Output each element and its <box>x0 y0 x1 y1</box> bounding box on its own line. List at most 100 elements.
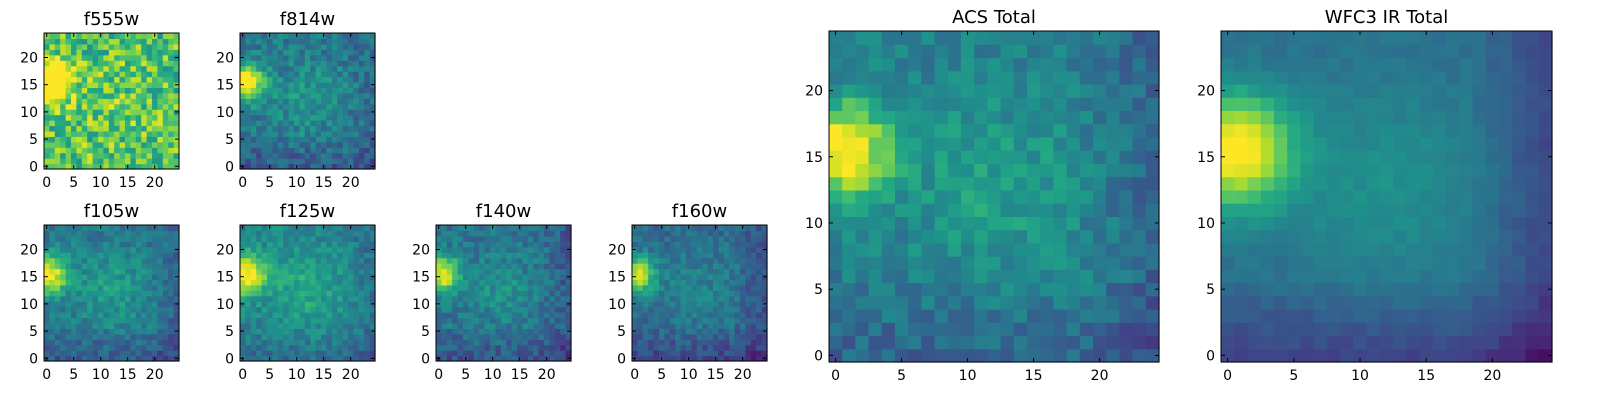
heatmap-cell <box>1013 309 1028 323</box>
heatmap-cell <box>702 306 709 313</box>
heatmap-cell <box>642 328 649 335</box>
heatmap-cell <box>342 241 349 248</box>
heatmap-cell <box>1273 295 1288 310</box>
heatmap-cell <box>473 235 480 242</box>
heatmap-cell <box>653 295 660 302</box>
heatmap-cell <box>267 306 273 313</box>
heatmap-cell <box>283 54 290 61</box>
heatmap-cell <box>554 333 561 340</box>
heatmap-cell <box>125 147 131 154</box>
heatmap-cell <box>294 158 300 165</box>
x-tick-label: 15 <box>511 367 529 383</box>
heatmap-cell <box>358 263 365 270</box>
heatmap-cell <box>337 87 344 94</box>
y-tick-label: 10 <box>412 297 430 313</box>
heatmap-cell <box>168 263 175 270</box>
heatmap-cell <box>141 136 148 143</box>
heatmap-cell <box>664 333 671 340</box>
heatmap-cell <box>1040 44 1054 59</box>
heatmap-cell <box>288 65 295 72</box>
heatmap-cell <box>261 71 268 78</box>
heatmap-cell <box>364 87 371 94</box>
heatmap-cell <box>506 355 513 362</box>
heatmap-cell <box>326 295 333 302</box>
heatmap-cell <box>1432 203 1447 217</box>
heatmap-cell <box>250 284 257 291</box>
heatmap-cell <box>369 98 376 105</box>
heatmap-cell <box>294 322 300 329</box>
heatmap-cell <box>326 268 333 275</box>
heatmap-cell <box>446 246 453 253</box>
heatmap-cell <box>54 225 61 232</box>
heatmap-cell <box>369 317 376 324</box>
heatmap-cell <box>446 317 453 324</box>
heatmap-cell <box>1053 335 1068 350</box>
heatmap-cell <box>522 306 529 313</box>
heatmap-cell <box>103 76 110 83</box>
heatmap-cell <box>119 317 126 324</box>
heatmap-cell <box>168 130 175 137</box>
heatmap-cell <box>1273 189 1288 204</box>
heatmap-cell <box>702 344 709 351</box>
heatmap-cell <box>141 49 148 56</box>
heatmap-cell <box>734 306 741 313</box>
heatmap-cell <box>173 312 180 319</box>
heatmap-cell <box>283 114 290 121</box>
heatmap-cell <box>364 301 371 308</box>
heatmap-cell <box>369 339 376 346</box>
heatmap-cell <box>130 120 137 127</box>
heatmap-cell <box>921 83 936 98</box>
heatmap-cell <box>310 290 317 297</box>
heatmap-cell <box>331 130 338 137</box>
heatmap-cell <box>256 252 263 259</box>
heatmap-cell <box>642 279 649 286</box>
heatmap-cell <box>479 257 486 264</box>
heatmap-cell <box>288 333 295 340</box>
heatmap-cell <box>267 295 273 302</box>
heatmap-cell <box>947 57 962 72</box>
heatmap-cell <box>283 71 290 78</box>
heatmap-cell <box>98 317 104 324</box>
heatmap-cell <box>71 141 77 148</box>
heatmap-cells <box>1221 31 1553 363</box>
heatmap-cell <box>1000 110 1015 125</box>
heatmap-cell <box>987 123 1002 138</box>
heatmap-cell <box>750 312 757 319</box>
heatmap-cell <box>54 125 61 132</box>
heatmap-cell <box>353 355 360 362</box>
heatmap-cell <box>245 312 252 319</box>
heatmap-cell <box>157 49 164 56</box>
heatmap-cell <box>729 339 736 346</box>
heatmap-cell <box>1472 348 1487 363</box>
heatmap-cell <box>103 130 110 137</box>
heatmap-cell <box>87 312 94 319</box>
heatmap-cell <box>696 322 703 329</box>
heatmap-cell <box>44 120 50 127</box>
heatmap-cell <box>987 110 1002 125</box>
heatmap-cell <box>54 306 61 313</box>
heatmap-cell <box>921 335 936 350</box>
heatmap-cell <box>326 152 333 159</box>
heatmap-cell <box>304 235 311 242</box>
heatmap-cell <box>353 163 360 170</box>
heatmap-cell <box>855 163 870 178</box>
heatmap-cell <box>729 312 736 319</box>
x-tick-label: 10 <box>484 367 502 383</box>
heatmap-cell <box>961 83 975 98</box>
heatmap-cell <box>152 65 158 72</box>
heatmap-cell <box>1000 282 1015 297</box>
heatmap-cell <box>1040 282 1054 297</box>
heatmap-cell <box>103 120 110 127</box>
heatmap-cell <box>1538 269 1553 284</box>
heatmap-cell <box>103 252 110 259</box>
heatmap-cell <box>272 306 279 313</box>
heatmap-cell <box>310 284 317 291</box>
heatmap-cell <box>135 290 142 297</box>
heatmap-cell <box>554 246 561 253</box>
heatmap-cell <box>114 60 121 67</box>
heatmap-cell <box>1066 348 1081 363</box>
heatmap-cell <box>479 230 486 237</box>
heatmap-cell <box>315 65 322 72</box>
heatmap-cell <box>337 60 344 67</box>
heatmap-cell <box>315 38 322 45</box>
